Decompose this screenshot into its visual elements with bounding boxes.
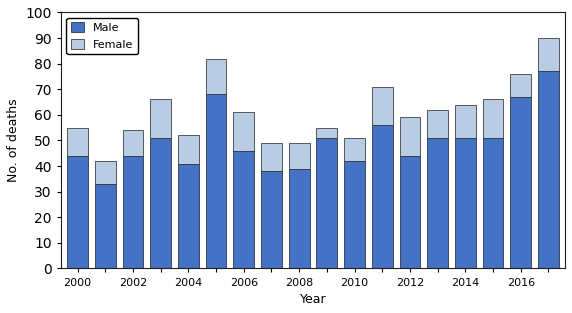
Bar	[400, 156, 420, 269]
Bar	[455, 105, 476, 138]
Bar	[95, 184, 116, 269]
Bar	[95, 161, 116, 184]
Bar	[483, 138, 503, 269]
Bar	[510, 97, 531, 269]
Bar	[178, 163, 198, 269]
Bar	[150, 100, 171, 138]
Bar	[538, 38, 559, 71]
Bar	[261, 143, 282, 171]
Bar	[233, 112, 254, 151]
Bar	[427, 138, 448, 269]
Bar	[538, 71, 559, 269]
Bar	[344, 138, 365, 161]
Bar	[206, 59, 227, 95]
Bar	[289, 143, 309, 169]
Bar	[261, 171, 282, 269]
Bar	[122, 130, 144, 156]
Bar	[233, 151, 254, 269]
Bar	[372, 125, 392, 269]
Bar	[67, 156, 88, 269]
Bar	[510, 74, 531, 97]
Bar	[67, 128, 88, 156]
Legend: Male, Female: Male, Female	[66, 18, 138, 54]
Bar	[400, 117, 420, 156]
Bar	[316, 128, 337, 138]
Bar	[427, 110, 448, 138]
Bar	[455, 138, 476, 269]
Bar	[122, 156, 144, 269]
Bar	[150, 138, 171, 269]
Bar	[178, 135, 198, 163]
Bar	[316, 138, 337, 269]
Bar	[344, 161, 365, 269]
Bar	[206, 95, 227, 269]
Y-axis label: No. of deaths: No. of deaths	[7, 99, 20, 182]
Bar	[289, 169, 309, 269]
X-axis label: Year: Year	[300, 293, 326, 306]
Bar	[372, 87, 392, 125]
Bar	[483, 100, 503, 138]
